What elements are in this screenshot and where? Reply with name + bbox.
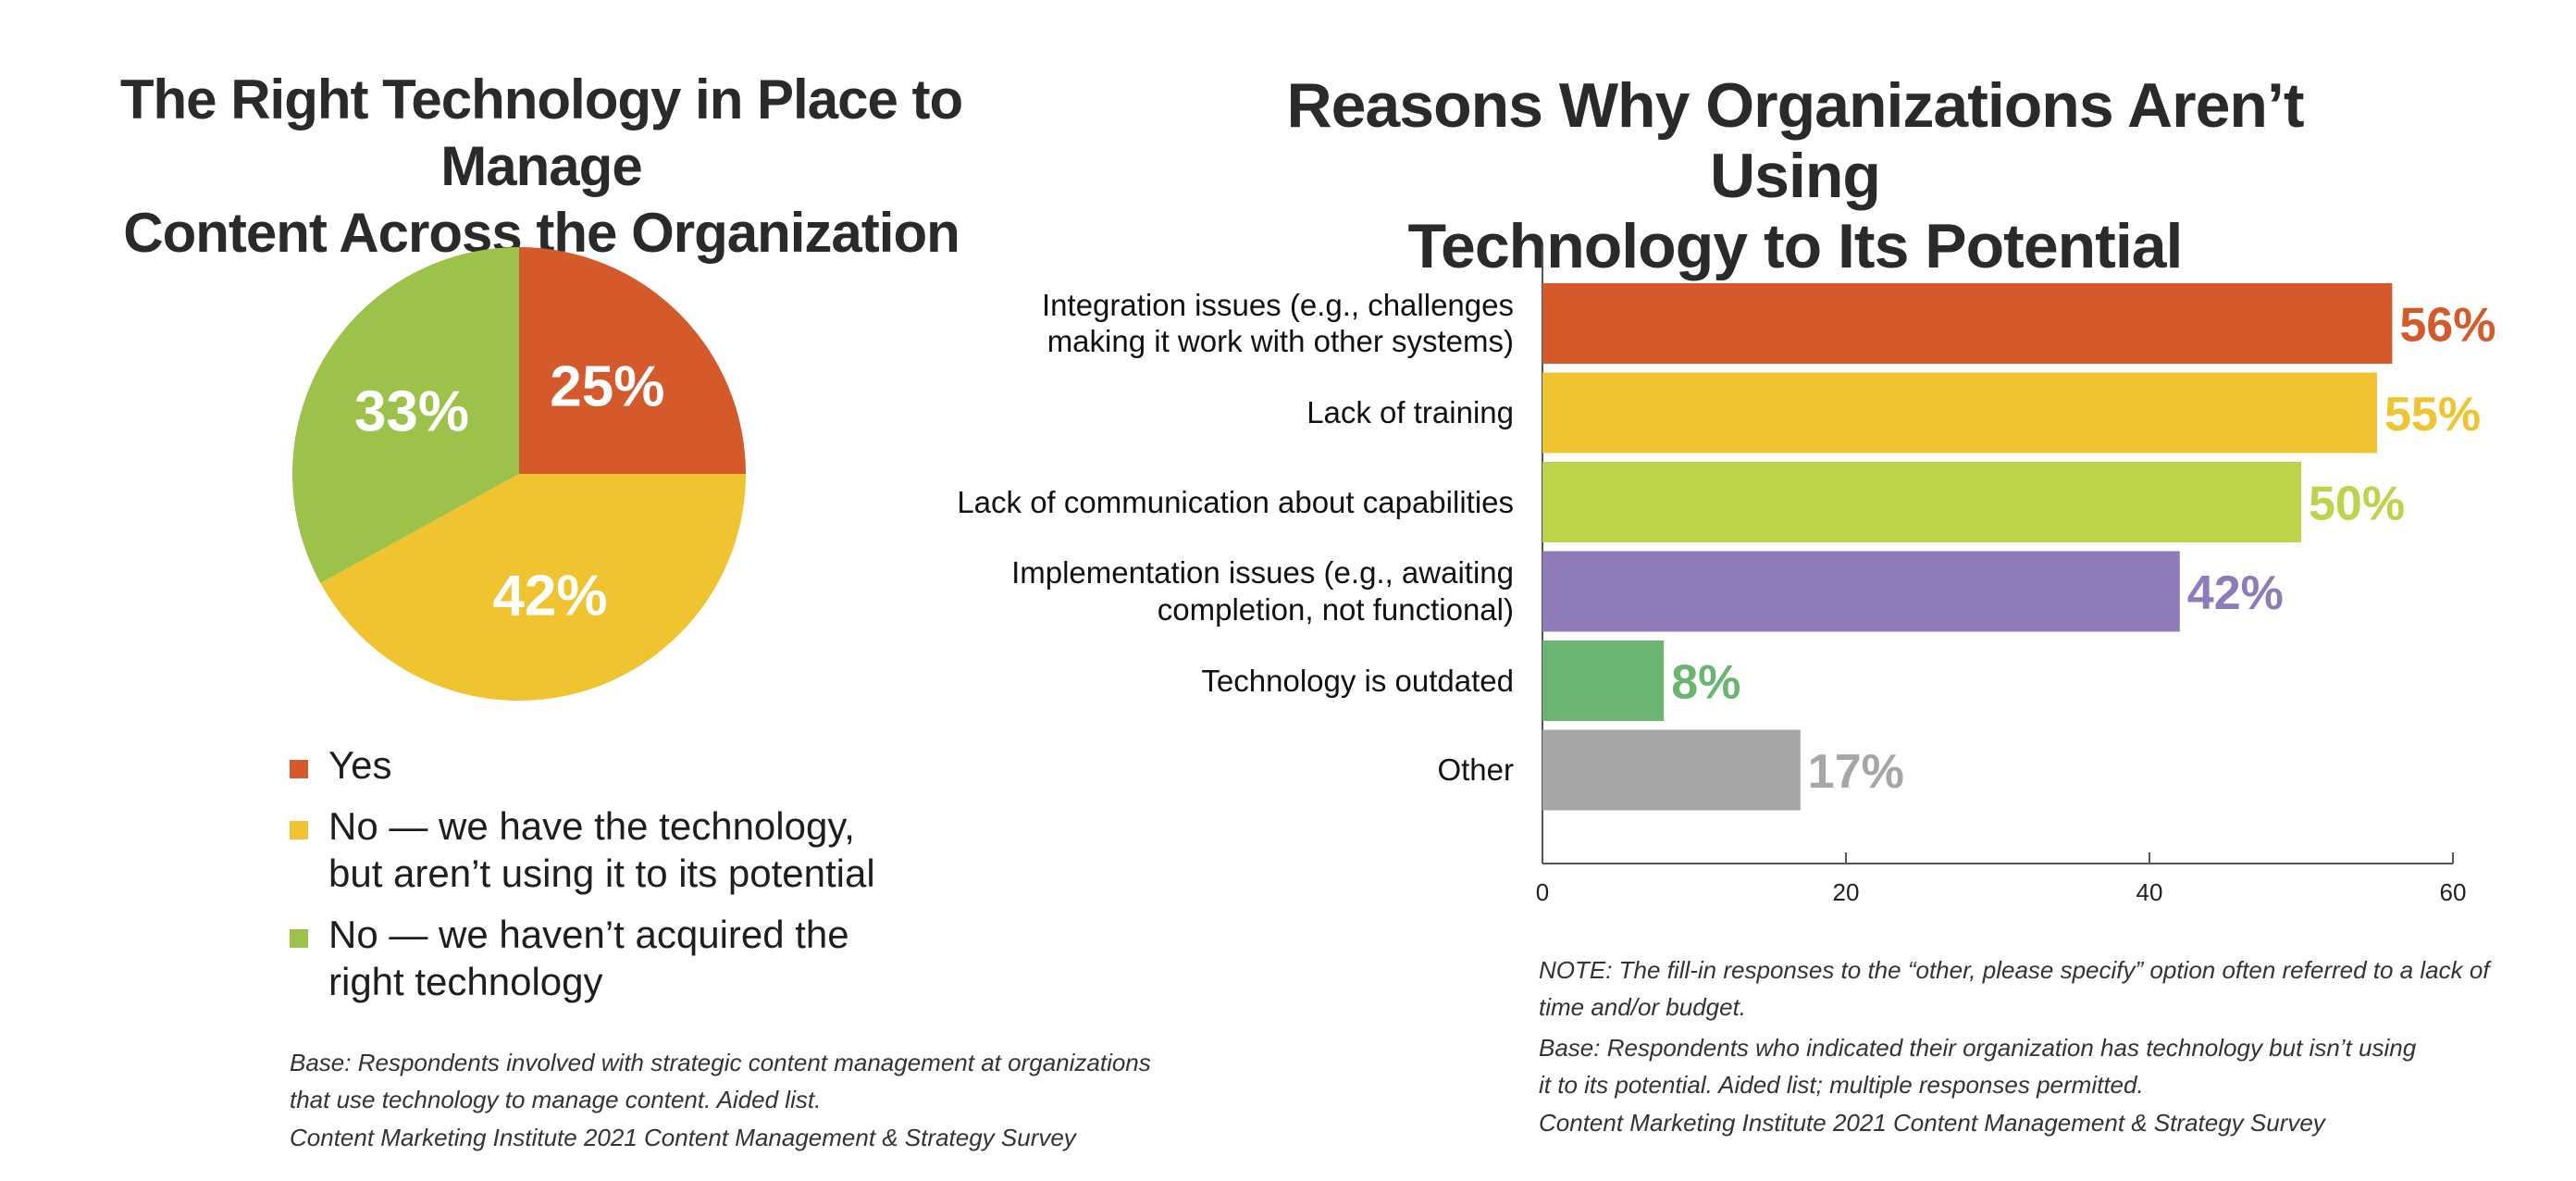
legend-label-1: No — we have the technology, but aren’t u… xyxy=(328,803,976,897)
bar-category-label-line-4-0: Technology is outdated xyxy=(1201,663,1514,698)
bar-value-label-2: 50% xyxy=(2309,478,2405,531)
bar-category-label-5: Other xyxy=(848,752,1514,789)
bar-base-note: Base: Respondents who indicated their or… xyxy=(1539,1029,2538,1141)
bar-value-label-3: 42% xyxy=(2187,566,2284,620)
legend-swatch-0 xyxy=(290,760,308,778)
legend-item-1: No — we have the technology, but aren’t u… xyxy=(290,803,976,897)
pie-slice-label-0: 25% xyxy=(550,355,664,419)
bar-category-label-0: Integration issues (e.g., challenges maki… xyxy=(848,287,1514,360)
legend-label-line-2-1: right technology xyxy=(328,959,603,1003)
legend-label-line-1-0: No — we have the technology, xyxy=(328,804,855,849)
bar-source-line: Content Marketing Institute 2021 Content… xyxy=(1539,1108,2325,1137)
legend-swatch-1 xyxy=(290,821,308,840)
legend-label-0: Yes xyxy=(328,742,976,789)
bar-chart-title: Reasons Why Organizations Aren’t Using T… xyxy=(1203,70,2387,281)
bar-base-line-2: it to its potential. Aided list; multipl… xyxy=(1539,1071,2144,1100)
bar-category-label-line-3-1: completion, not functional) xyxy=(1157,591,1514,627)
pie-slice-label-1: 42% xyxy=(492,565,607,628)
pie-base-line-2: that use technology to manage content. A… xyxy=(290,1086,822,1114)
pie-legend: Yes No — we have the technology, but aren’… xyxy=(290,742,976,1020)
bar-5 xyxy=(1542,729,1801,811)
bar-4 xyxy=(1542,640,1665,721)
bar-category-label-line-0-1: making it work with other systems) xyxy=(1046,324,1514,359)
pie-base-note: Base: Respondents involved with strategi… xyxy=(290,1044,1196,1156)
legend-label-line-0-0: Yes xyxy=(328,743,392,787)
bar-title-line-1: Reasons Why Organizations Aren’t Using xyxy=(1286,70,2305,212)
bar-category-label-2: Lack of communication about capabilities xyxy=(848,484,1514,521)
bar-note-line-1: NOTE: The fill-in responses to the “othe… xyxy=(1539,956,2490,984)
x-tick-label-1: 20 xyxy=(1833,878,1860,906)
bar-category-label-line-2-0: Lack of communication about capabilities xyxy=(957,484,1514,519)
bar-1 xyxy=(1542,372,2377,454)
pie-chart: 25% 42% 33% xyxy=(292,247,746,701)
bar-2 xyxy=(1542,462,2301,542)
pie-chart-title: The Right Technology in Place to Manage … xyxy=(28,67,1055,267)
pie-base-line-1: Base: Respondents involved with strategi… xyxy=(290,1049,1151,1076)
pie-source-line: Content Marketing Institute 2021 Content… xyxy=(290,1123,1076,1151)
bar-category-label-line-1-0: Lack of training xyxy=(1307,395,1514,430)
bar-note: NOTE: The fill-in responses to the “othe… xyxy=(1539,951,2538,1026)
bar-3 xyxy=(1542,551,2180,632)
bar-category-label-line-0-0: Integration issues (e.g., challenges xyxy=(1042,287,1514,322)
legend-label-line-1-1: but aren’t using it to its potential xyxy=(328,851,875,895)
legend-swatch-2 xyxy=(290,929,308,949)
pie-slice-1 xyxy=(320,474,746,701)
bar-0 xyxy=(1542,283,2393,364)
bar-category-label-line-5-0: Other xyxy=(1437,752,1514,788)
bar-note-line-2: time and/or budget. xyxy=(1539,993,1747,1022)
pie-title-line-1: The Right Technology in Place to Manage xyxy=(119,68,963,197)
bar-category-label-line-3-0: Implementation issues (e.g., awaiting xyxy=(1011,555,1514,590)
bar-category-label-4: Technology is outdated xyxy=(848,663,1514,700)
pie-slice-0 xyxy=(519,247,746,474)
pie-slice-label-2: 33% xyxy=(354,379,469,443)
bar-value-label-5: 17% xyxy=(1808,745,1904,799)
bar-category-label-3: Implementation issues (e.g., awaiting com… xyxy=(848,554,1514,628)
legend-item-2: No — we haven’t acquired the right techno… xyxy=(290,912,976,1005)
bar-category-label-1: Lack of training xyxy=(848,394,1514,431)
bar-value-label-1: 55% xyxy=(2384,388,2481,441)
legend-label-2: No — we haven’t acquired the right techno… xyxy=(328,912,976,1005)
x-tick-label-3: 60 xyxy=(2440,878,2467,906)
bar-chart: 0 20 40 60 56% 55% 50% 42% 8% 17% xyxy=(1536,245,2496,906)
pie-slice-2 xyxy=(292,247,519,584)
bar-title-line-2: Technology to Its Potential xyxy=(1407,211,2184,282)
legend-label-line-2-0: No — we haven’t acquired the xyxy=(328,913,849,957)
bar-value-label-4: 8% xyxy=(1671,656,1740,710)
legend-item-0: Yes xyxy=(290,742,976,789)
x-tick-label-0: 0 xyxy=(1536,878,1549,906)
x-tick-label-2: 40 xyxy=(2136,878,2163,906)
bar-base-line-1: Base: Respondents who indicated their or… xyxy=(1539,1034,2417,1062)
bar-value-label-0: 56% xyxy=(2399,299,2496,353)
